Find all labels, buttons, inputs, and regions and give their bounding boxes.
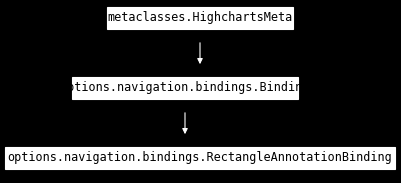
FancyBboxPatch shape (5, 147, 395, 169)
Text: options.navigation.bindings.Binding: options.navigation.bindings.Binding (60, 81, 310, 94)
FancyBboxPatch shape (107, 7, 293, 29)
FancyBboxPatch shape (72, 77, 298, 99)
Text: options.navigation.bindings.RectangleAnnotationBinding: options.navigation.bindings.RectangleAnn… (8, 152, 392, 165)
Text: metaclasses.HighchartsMeta: metaclasses.HighchartsMeta (107, 12, 293, 25)
